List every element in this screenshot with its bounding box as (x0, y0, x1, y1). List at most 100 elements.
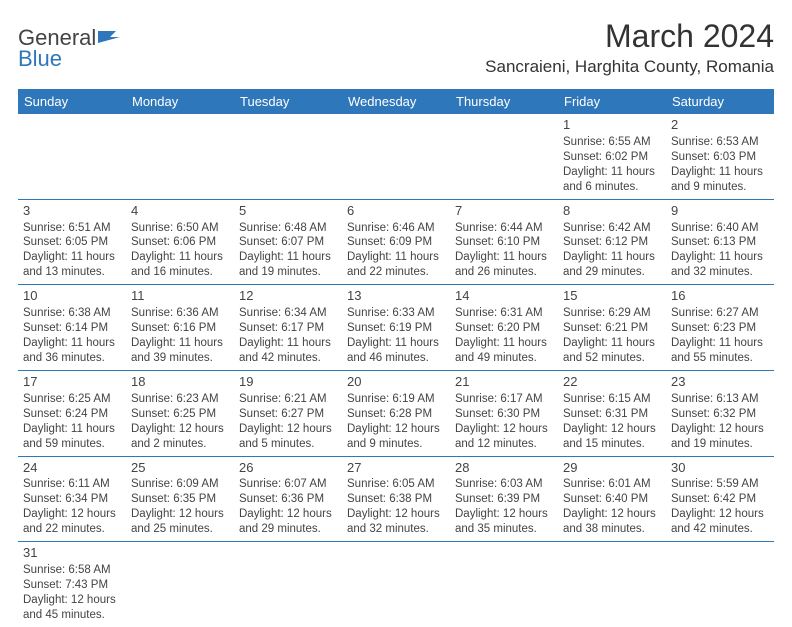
day-info: Sunrise: 6:36 AMSunset: 6:16 PMDaylight:… (131, 306, 229, 366)
day-number: 30 (671, 460, 769, 477)
calendar-row: 24Sunrise: 6:11 AMSunset: 6:34 PMDayligh… (18, 456, 774, 542)
day-info: Sunrise: 6:29 AMSunset: 6:21 PMDaylight:… (563, 306, 661, 366)
calendar-cell (126, 114, 234, 199)
day-info: Sunrise: 6:27 AMSunset: 6:23 PMDaylight:… (671, 306, 769, 366)
header: General Blue March 2024 Sancraieni, Harg… (18, 18, 774, 83)
calendar-row: 1Sunrise: 6:55 AMSunset: 6:02 PMDaylight… (18, 114, 774, 199)
calendar-cell: 24Sunrise: 6:11 AMSunset: 6:34 PMDayligh… (18, 456, 126, 542)
calendar-cell: 18Sunrise: 6:23 AMSunset: 6:25 PMDayligh… (126, 370, 234, 456)
day-info: Sunrise: 6:48 AMSunset: 6:07 PMDaylight:… (239, 221, 337, 281)
day-number: 25 (131, 460, 229, 477)
calendar-cell: 16Sunrise: 6:27 AMSunset: 6:23 PMDayligh… (666, 285, 774, 371)
day-info: Sunrise: 6:17 AMSunset: 6:30 PMDaylight:… (455, 392, 553, 452)
day-number: 2 (671, 117, 769, 134)
title-block: March 2024 Sancraieni, Harghita County, … (485, 18, 774, 83)
calendar-cell: 20Sunrise: 6:19 AMSunset: 6:28 PMDayligh… (342, 370, 450, 456)
weekday-header: Saturday (666, 89, 774, 114)
day-info: Sunrise: 6:46 AMSunset: 6:09 PMDaylight:… (347, 221, 445, 281)
day-number: 31 (23, 545, 121, 562)
day-info: Sunrise: 6:58 AMSunset: 7:43 PMDaylight:… (23, 563, 121, 623)
calendar-cell: 1Sunrise: 6:55 AMSunset: 6:02 PMDaylight… (558, 114, 666, 199)
day-info: Sunrise: 6:01 AMSunset: 6:40 PMDaylight:… (563, 477, 661, 537)
day-info: Sunrise: 6:21 AMSunset: 6:27 PMDaylight:… (239, 392, 337, 452)
calendar-body: 1Sunrise: 6:55 AMSunset: 6:02 PMDaylight… (18, 114, 774, 627)
day-number: 26 (239, 460, 337, 477)
calendar-cell: 25Sunrise: 6:09 AMSunset: 6:35 PMDayligh… (126, 456, 234, 542)
day-number: 4 (131, 203, 229, 220)
day-info: Sunrise: 6:42 AMSunset: 6:12 PMDaylight:… (563, 221, 661, 281)
day-number: 17 (23, 374, 121, 391)
day-info: Sunrise: 6:53 AMSunset: 6:03 PMDaylight:… (671, 135, 769, 195)
calendar-cell: 30Sunrise: 5:59 AMSunset: 6:42 PMDayligh… (666, 456, 774, 542)
day-number: 15 (563, 288, 661, 305)
calendar-cell (342, 542, 450, 627)
calendar-cell: 15Sunrise: 6:29 AMSunset: 6:21 PMDayligh… (558, 285, 666, 371)
calendar-cell (558, 542, 666, 627)
day-number: 13 (347, 288, 445, 305)
day-number: 29 (563, 460, 661, 477)
day-number: 11 (131, 288, 229, 305)
day-number: 6 (347, 203, 445, 220)
day-number: 22 (563, 374, 661, 391)
calendar-cell (234, 542, 342, 627)
day-info: Sunrise: 6:55 AMSunset: 6:02 PMDaylight:… (563, 135, 661, 195)
calendar-cell (450, 542, 558, 627)
day-info: Sunrise: 6:11 AMSunset: 6:34 PMDaylight:… (23, 477, 121, 537)
calendar-cell (450, 114, 558, 199)
day-number: 20 (347, 374, 445, 391)
calendar-row: 31Sunrise: 6:58 AMSunset: 7:43 PMDayligh… (18, 542, 774, 627)
calendar-cell: 11Sunrise: 6:36 AMSunset: 6:16 PMDayligh… (126, 285, 234, 371)
weekday-header: Tuesday (234, 89, 342, 114)
day-info: Sunrise: 6:13 AMSunset: 6:32 PMDaylight:… (671, 392, 769, 452)
calendar-cell: 23Sunrise: 6:13 AMSunset: 6:32 PMDayligh… (666, 370, 774, 456)
logo-text: General Blue (18, 28, 124, 70)
day-info: Sunrise: 6:15 AMSunset: 6:31 PMDaylight:… (563, 392, 661, 452)
day-number: 8 (563, 203, 661, 220)
day-number: 1 (563, 117, 661, 134)
day-info: Sunrise: 6:31 AMSunset: 6:20 PMDaylight:… (455, 306, 553, 366)
day-number: 14 (455, 288, 553, 305)
day-info: Sunrise: 6:07 AMSunset: 6:36 PMDaylight:… (239, 477, 337, 537)
logo: General Blue (18, 18, 124, 70)
day-info: Sunrise: 6:25 AMSunset: 6:24 PMDaylight:… (23, 392, 121, 452)
calendar-cell: 13Sunrise: 6:33 AMSunset: 6:19 PMDayligh… (342, 285, 450, 371)
day-info: Sunrise: 6:03 AMSunset: 6:39 PMDaylight:… (455, 477, 553, 537)
day-info: Sunrise: 6:44 AMSunset: 6:10 PMDaylight:… (455, 221, 553, 281)
day-number: 23 (671, 374, 769, 391)
calendar-cell: 26Sunrise: 6:07 AMSunset: 6:36 PMDayligh… (234, 456, 342, 542)
day-info: Sunrise: 5:59 AMSunset: 6:42 PMDaylight:… (671, 477, 769, 537)
day-info: Sunrise: 6:23 AMSunset: 6:25 PMDaylight:… (131, 392, 229, 452)
calendar-cell: 3Sunrise: 6:51 AMSunset: 6:05 PMDaylight… (18, 199, 126, 285)
calendar-cell (666, 542, 774, 627)
location: Sancraieni, Harghita County, Romania (485, 57, 774, 77)
day-info: Sunrise: 6:33 AMSunset: 6:19 PMDaylight:… (347, 306, 445, 366)
day-info: Sunrise: 6:05 AMSunset: 6:38 PMDaylight:… (347, 477, 445, 537)
calendar-cell: 14Sunrise: 6:31 AMSunset: 6:20 PMDayligh… (450, 285, 558, 371)
day-info: Sunrise: 6:19 AMSunset: 6:28 PMDaylight:… (347, 392, 445, 452)
calendar-row: 3Sunrise: 6:51 AMSunset: 6:05 PMDaylight… (18, 199, 774, 285)
weekday-header: Friday (558, 89, 666, 114)
day-number: 21 (455, 374, 553, 391)
calendar-cell: 22Sunrise: 6:15 AMSunset: 6:31 PMDayligh… (558, 370, 666, 456)
calendar-cell: 2Sunrise: 6:53 AMSunset: 6:03 PMDaylight… (666, 114, 774, 199)
day-number: 7 (455, 203, 553, 220)
day-number: 3 (23, 203, 121, 220)
calendar-cell: 7Sunrise: 6:44 AMSunset: 6:10 PMDaylight… (450, 199, 558, 285)
calendar-cell: 28Sunrise: 6:03 AMSunset: 6:39 PMDayligh… (450, 456, 558, 542)
day-number: 9 (671, 203, 769, 220)
calendar-cell: 21Sunrise: 6:17 AMSunset: 6:30 PMDayligh… (450, 370, 558, 456)
calendar-cell: 17Sunrise: 6:25 AMSunset: 6:24 PMDayligh… (18, 370, 126, 456)
calendar-cell: 27Sunrise: 6:05 AMSunset: 6:38 PMDayligh… (342, 456, 450, 542)
weekday-header: Wednesday (342, 89, 450, 114)
day-info: Sunrise: 6:50 AMSunset: 6:06 PMDaylight:… (131, 221, 229, 281)
day-info: Sunrise: 6:51 AMSunset: 6:05 PMDaylight:… (23, 221, 121, 281)
month-title: March 2024 (485, 18, 774, 55)
calendar-table: Sunday Monday Tuesday Wednesday Thursday… (18, 89, 774, 627)
day-number: 12 (239, 288, 337, 305)
weekday-header: Thursday (450, 89, 558, 114)
calendar-cell: 8Sunrise: 6:42 AMSunset: 6:12 PMDaylight… (558, 199, 666, 285)
day-number: 10 (23, 288, 121, 305)
day-info: Sunrise: 6:34 AMSunset: 6:17 PMDaylight:… (239, 306, 337, 366)
calendar-row: 17Sunrise: 6:25 AMSunset: 6:24 PMDayligh… (18, 370, 774, 456)
weekday-header: Monday (126, 89, 234, 114)
